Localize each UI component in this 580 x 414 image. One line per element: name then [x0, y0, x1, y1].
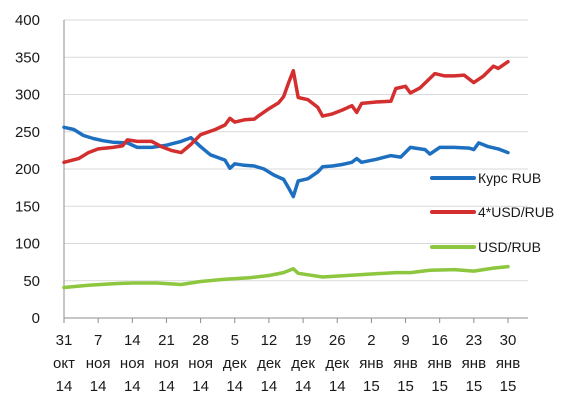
x-tick-label: 7 [94, 332, 102, 349]
x-tick-label: 23 [466, 332, 483, 349]
x-tick-label: янв [428, 355, 452, 372]
x-tick-label: 14 [124, 332, 141, 349]
x-tick-label: ноя [86, 355, 111, 372]
x-tick-label: ноя [120, 355, 145, 372]
x-tick-label: 14 [295, 378, 312, 395]
x-tick-label: 14 [329, 378, 346, 395]
y-tick-label: 200 [15, 161, 40, 178]
legend-label: 4*USD/RUB [478, 204, 554, 220]
x-tick-label: 14 [90, 378, 107, 395]
y-tick-label: 250 [15, 124, 40, 141]
x-tick-label: 2 [367, 332, 375, 349]
x-tick-label: 14 [158, 378, 175, 395]
legend-label: Курс RUB [478, 170, 541, 186]
series-line-0 [62, 125, 510, 199]
legend: Курс RUB 4*USD/RUB USD/RUB [430, 170, 554, 255]
y-tick-label: 0 [32, 310, 40, 327]
x-tick-label: 16 [431, 332, 448, 349]
series-line-2 [62, 264, 510, 290]
x-tick-label: 14 [226, 378, 243, 395]
x-tick-label: янв [496, 355, 520, 372]
y-tick-label: 100 [15, 236, 40, 253]
x-tick-label: 14 [56, 378, 73, 395]
x-tick-label: янв [462, 355, 486, 372]
x-tick-label: 5 [231, 332, 239, 349]
series-line-1 [62, 59, 510, 165]
x-tick-label: дек [325, 355, 349, 372]
x-tick-label: дек [291, 355, 315, 372]
legend-label: USD/RUB [478, 239, 541, 255]
x-tick-label: ноя [154, 355, 179, 372]
y-tick-label: 50 [23, 273, 40, 290]
x-tick-label: 14 [261, 378, 278, 395]
y-tick-label: 300 [15, 87, 40, 104]
y-tick-label: 150 [15, 198, 40, 215]
y-tick-label: 400 [15, 12, 40, 29]
x-tick-label: 12 [261, 332, 278, 349]
x-tick-label: дек [223, 355, 247, 372]
x-tick-label: 19 [295, 332, 312, 349]
x-tick-label: 14 [192, 378, 209, 395]
x-tick-label: 14 [124, 378, 141, 395]
axes [63, 20, 528, 323]
x-tick-label: 30 [500, 332, 517, 349]
x-tick-label: 9 [401, 332, 409, 349]
x-tick-label: 15 [363, 378, 380, 395]
x-tick-label: 21 [158, 332, 175, 349]
x-tick-label: 15 [500, 378, 517, 395]
x-tick-label: дек [257, 355, 281, 372]
x-axis-tick-labels: 31 окт 14 7 ноя 14 14 ноя 14 21 ноя 14 28 ноя 14 5 дек 14… [53, 332, 520, 395]
x-tick-label: 15 [466, 378, 483, 395]
x-tick-label: янв [393, 355, 417, 372]
x-tick-label: 15 [397, 378, 414, 395]
x-tick-label: ноя [188, 355, 213, 372]
y-tick-label: 350 [15, 49, 40, 66]
y-axis-tick-labels: 0 50 100 150 200 250 300 350 400 [15, 12, 40, 327]
x-tick-label: окт [53, 355, 75, 372]
x-tick-label: янв [359, 355, 383, 372]
x-tick-label: 26 [329, 332, 346, 349]
x-tick-label: 31 [56, 332, 73, 349]
series-lines [62, 59, 510, 290]
x-tick-label: 15 [431, 378, 448, 395]
x-tick-label: 28 [192, 332, 209, 349]
